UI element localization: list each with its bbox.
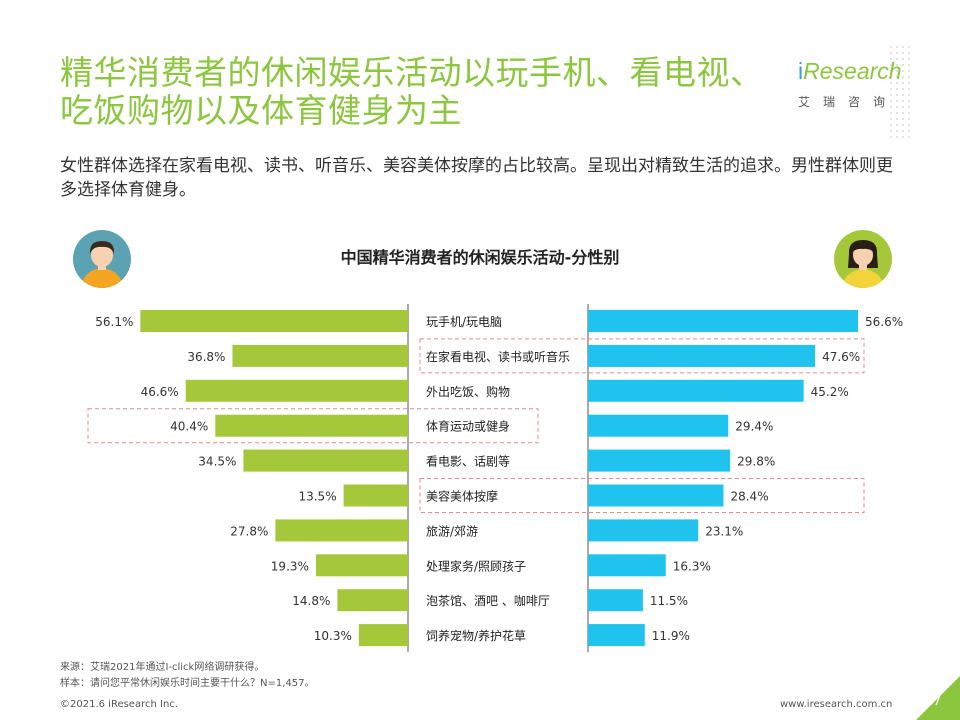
male-value-label: 27.8% <box>230 524 268 538</box>
female-value-label: 23.1% <box>705 524 743 538</box>
female-value-label: 28.4% <box>730 490 768 504</box>
female-bar <box>588 379 804 402</box>
male-bar <box>337 589 408 612</box>
highlight-box-right <box>419 338 865 374</box>
female-value-label: 11.5% <box>650 594 688 608</box>
category-label: 美容美体按摩 <box>426 489 498 504</box>
source-note: 来源：艾瑞2021年通过I-click网络调研获得。 <box>60 662 265 673</box>
logo-dot-pattern <box>888 44 914 140</box>
category-label: 玩手机/玩电脑 <box>426 315 502 329</box>
male-bar <box>215 414 408 437</box>
male-value-label: 10.3% <box>314 629 352 643</box>
male-value-label: 36.8% <box>187 350 225 364</box>
male-bar <box>140 310 408 332</box>
male-bar <box>315 554 408 577</box>
male-value-label: 34.5% <box>198 455 236 469</box>
page-title: 精华消费者的休闲娱乐活动以玩手机、看电视、吃饭购物以及体育健身为主 <box>60 53 764 130</box>
page-subtitle: 女性群体选择在家看电视、读书、听音乐、美容美体按摩的占比较高。呈现出对精致生活的… <box>60 156 893 200</box>
female-bar <box>588 344 816 367</box>
highlight-box-left <box>87 408 539 444</box>
website-link[interactable]: www.iresearch.com.cn <box>780 699 893 710</box>
female-bar <box>588 624 645 647</box>
category-label: 外出吃饭、购物 <box>426 384 510 399</box>
female-bar <box>588 449 731 472</box>
page-number: 17 <box>924 693 942 709</box>
logo-chinese-name: 艾瑞咨询 <box>798 95 899 109</box>
female-bar <box>588 310 858 332</box>
female-bar <box>588 484 724 507</box>
male-value-label: 19.3% <box>271 559 309 573</box>
highlight-box-right <box>419 478 865 513</box>
female-value-label: 56.6% <box>865 315 903 329</box>
female-value-label: 45.2% <box>811 385 849 399</box>
female-value-label: 47.6% <box>822 350 860 364</box>
female-bar <box>588 414 729 437</box>
female-avatar-icon <box>834 230 892 288</box>
female-bar <box>588 554 666 577</box>
male-value-label: 46.6% <box>141 385 179 399</box>
footnotes: 来源：艾瑞2021年通过I-click网络调研获得。 样本：请问您平常休闲娱乐时… <box>60 660 315 692</box>
male-value-label: 14.8% <box>292 594 330 608</box>
chart-title: 中国精华消费者的休闲娱乐活动-分性别 <box>340 248 620 267</box>
female-value-label: 29.8% <box>737 455 775 469</box>
category-label: 旅游/郊游 <box>426 524 478 538</box>
male-avatar-icon <box>73 230 131 288</box>
category-label: 泡茶馆、酒吧 、咖啡厅 <box>426 593 550 608</box>
female-value-label: 11.9% <box>652 629 690 643</box>
iresearch-logo: iResearch 艾瑞咨询 <box>788 44 918 140</box>
male-value-label: 13.5% <box>298 490 336 504</box>
category-label: 处理家务/照顾孩子 <box>426 558 526 573</box>
category-label: 饲养宠物/养护花草 <box>426 628 526 643</box>
category-label: 看电影、话剧等 <box>426 455 510 469</box>
male-bar <box>343 484 408 507</box>
category-label: 体育运动或健身 <box>426 419 510 434</box>
female-value-label: 16.3% <box>673 559 711 573</box>
male-bar <box>243 449 408 472</box>
corner-decoration <box>916 676 960 720</box>
male-value-label: 40.4% <box>170 420 208 434</box>
male-bar <box>275 519 408 542</box>
category-label: 在家看电视、读书或听音乐 <box>426 349 570 364</box>
copyright: ©2021.6 iResearch Inc. <box>60 699 178 710</box>
male-value-label: 56.1% <box>95 315 133 329</box>
sample-note: 样本：请问您平常休闲娱乐时间主要干什么？N=1,457。 <box>60 678 315 689</box>
male-bar <box>185 379 408 402</box>
male-bar <box>232 344 408 367</box>
female-value-label: 29.4% <box>735 420 773 434</box>
male-bar <box>358 624 408 647</box>
logo-wordmark: iResearch <box>798 58 902 84</box>
female-bar <box>588 519 699 542</box>
female-bar <box>588 589 643 612</box>
